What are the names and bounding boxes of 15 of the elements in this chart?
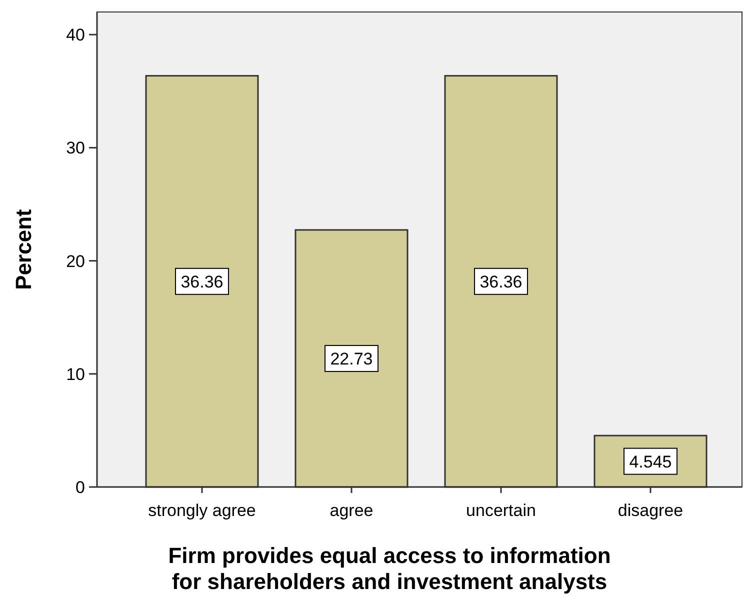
x-tick-label: disagree bbox=[618, 501, 684, 520]
y-tick-label: 40 bbox=[66, 26, 85, 45]
x-tick-label: agree bbox=[330, 501, 374, 520]
data-label: 22.73 bbox=[330, 349, 373, 368]
data-label: 36.36 bbox=[480, 272, 522, 292]
data-label: 36.36 bbox=[180, 272, 224, 292]
y-tick-label: 30 bbox=[66, 138, 85, 158]
data-label: 4.545 bbox=[629, 452, 672, 472]
y-tick-label: 20 bbox=[66, 252, 85, 271]
x-tick-label: strongly agree bbox=[148, 501, 256, 520]
y-tick-label: 0 bbox=[76, 478, 85, 497]
y-tick-label: 10 bbox=[66, 364, 85, 384]
x-axis-title: Firm provides equal access to information for shareholders and investment analysts bbox=[168, 543, 611, 594]
x-tick-label: uncertain bbox=[466, 501, 536, 520]
y-axis-title: Percent bbox=[11, 208, 36, 290]
